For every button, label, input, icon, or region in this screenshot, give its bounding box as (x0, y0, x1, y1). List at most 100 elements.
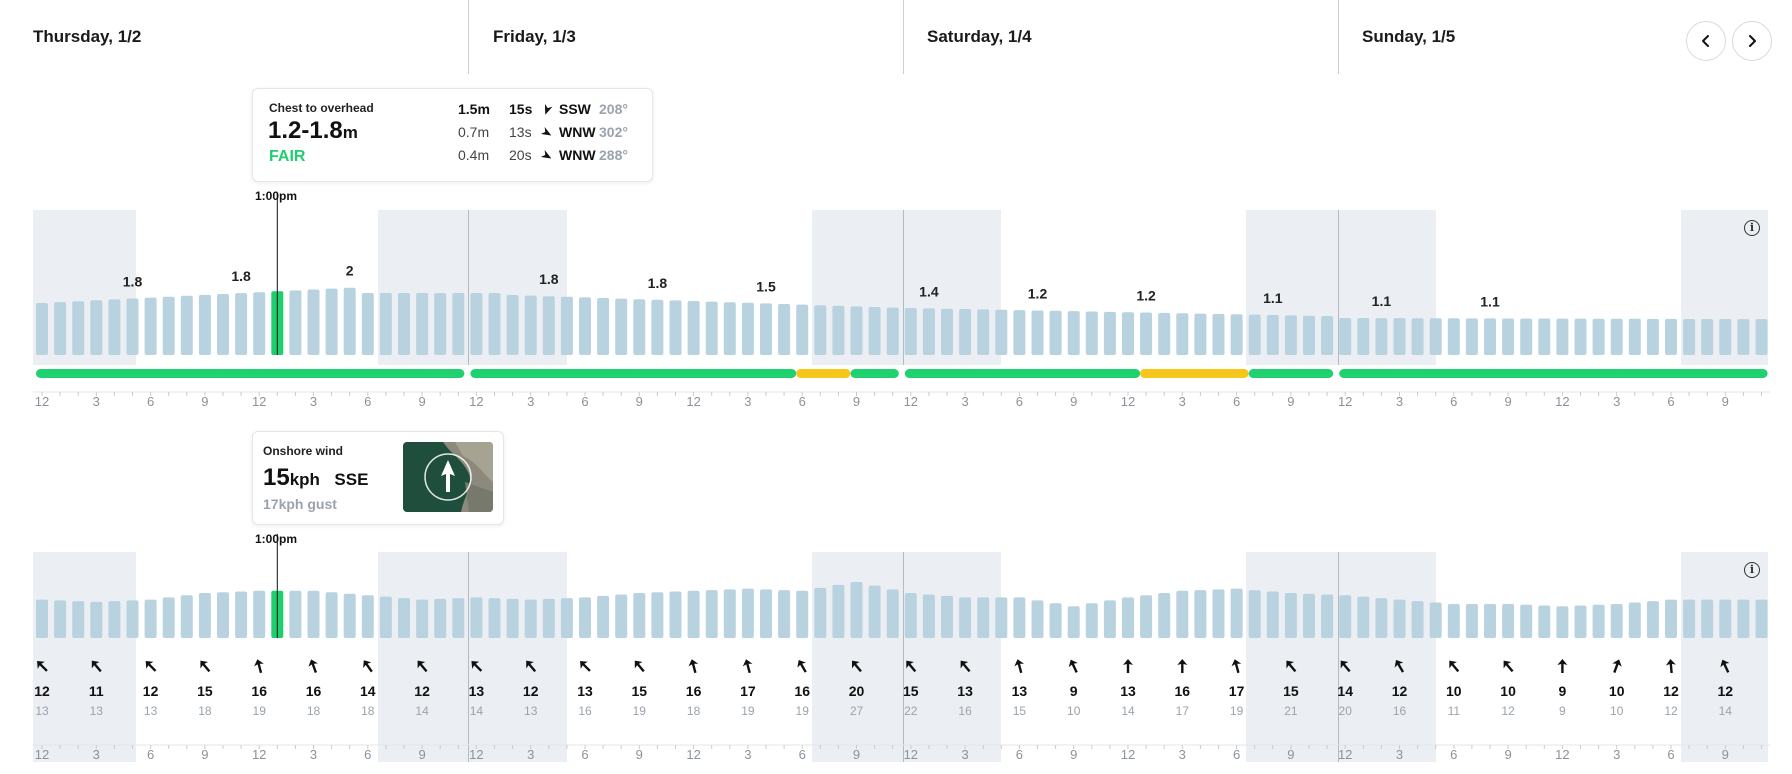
surf-bar (542, 296, 555, 355)
wind-speed-value: 20 (849, 683, 865, 699)
surf-bar (72, 301, 85, 355)
wind-speed-value: 12 (143, 683, 159, 699)
wind-bar (1484, 604, 1496, 638)
wind-gust-value: 14 (415, 704, 429, 718)
surf-peak-label: 1.2 (1136, 288, 1156, 304)
wind-bar (1465, 604, 1478, 638)
surf-bar (868, 307, 881, 355)
next-day-button[interactable] (1732, 21, 1772, 61)
arrow-shape (1231, 659, 1242, 674)
surf-peak-label: 1.8 (648, 275, 668, 291)
wind-bar (1701, 599, 1714, 638)
time-axis-label: 6 (364, 394, 371, 409)
swell-period: 20s (509, 147, 532, 163)
arrow-shape (526, 660, 537, 673)
wind-direction-arrow-icon (145, 661, 157, 672)
surf-bar (452, 293, 465, 355)
surf-bar (778, 304, 791, 355)
surf-bar (560, 296, 573, 355)
wind-speed-value: 10 (1500, 683, 1516, 699)
wind-bar (72, 601, 85, 638)
wind-speed-chart[interactable]: 12 13 11 13 12 13 15 18 16 19 16 18 14 18 12 14 13 14 12 13… (0, 520, 1792, 774)
wind-bar (1140, 595, 1153, 638)
swell-period: 13s (509, 124, 532, 140)
condition-segment-good (1339, 369, 1768, 378)
time-axis-label: 12 (686, 747, 700, 762)
surf-bar (669, 300, 682, 355)
time-axis-label: 12 (1121, 394, 1135, 409)
surf-peak-label: 1.1 (1372, 293, 1392, 309)
prev-day-button[interactable] (1686, 21, 1726, 61)
wind-bar (36, 599, 48, 638)
surf-bar (1303, 315, 1315, 355)
night-shading (378, 552, 567, 762)
wind-bar (416, 599, 429, 638)
wind-bar (1556, 606, 1569, 638)
time-axis-label: 6 (147, 394, 154, 409)
wind-speed-value: 13 (1012, 683, 1028, 699)
surf-bar (1375, 318, 1388, 355)
wind-direction-arrow-icon (417, 660, 428, 673)
time-axis-label: 6 (364, 747, 371, 762)
surf-peak-label: 1.8 (231, 268, 251, 284)
wind-direction-arrow-icon (441, 460, 455, 492)
surf-tooltip: Chest to overhead 1.2-1.8m FAIR 1.5m 15s S… (252, 88, 653, 182)
wind-speed-value: 16 (251, 683, 267, 699)
surf-peak-label: 1.4 (919, 283, 939, 299)
wind-gust-value: 12 (1664, 704, 1678, 718)
wind-gust-value: 18 (198, 704, 212, 718)
wind-bar (1628, 602, 1641, 638)
wind-speed-value: 16 (306, 683, 322, 699)
wind-speed-value: 10 (1446, 683, 1462, 699)
wind-speed-value: 15 (903, 683, 919, 699)
wind-bar (687, 590, 700, 638)
wind-speed-value: 12 (523, 683, 539, 699)
wind-gust-value: 21 (1284, 704, 1298, 718)
surf-bar (723, 302, 736, 355)
time-axis-label: 9 (1722, 394, 1729, 409)
wind-bar (1158, 593, 1171, 638)
wind-bar (1013, 597, 1026, 638)
wind-speed-value: 14 (360, 683, 376, 699)
wind-bar (1665, 599, 1677, 638)
arrow-shape (1068, 659, 1078, 673)
wind-gust-value: 22 (904, 704, 918, 718)
arrow-shape (852, 660, 862, 673)
wind-speed-value: 12 (414, 683, 430, 699)
wind-bar (1592, 604, 1605, 638)
surf-bar (1429, 318, 1442, 355)
surf-bar (741, 302, 754, 355)
wind-tooltip: Onshore wind 15kph SSE 17kph gust (252, 431, 504, 525)
wind-bar (850, 582, 863, 638)
wind-bar (307, 590, 320, 638)
wind-direction-arrow-icon (1503, 660, 1514, 673)
swell-direction-icon (544, 104, 553, 115)
surf-bar (1646, 318, 1659, 355)
time-axis-label: 9 (1287, 394, 1294, 409)
wind-bar (597, 595, 610, 638)
surf-bar (1538, 318, 1551, 355)
surf-bar (524, 295, 537, 355)
surf-bar (1357, 318, 1370, 355)
arrow-shape (1557, 659, 1568, 673)
wind-bar (90, 601, 103, 638)
time-axis-label: 6 (1233, 394, 1240, 409)
wind-bar (1683, 599, 1696, 638)
wind-bar (1122, 597, 1134, 638)
surf-bar (1140, 312, 1153, 355)
surf-bar (814, 305, 827, 355)
wind-bar (1194, 590, 1207, 638)
time-axis-label: 3 (1396, 747, 1403, 762)
night-shading (33, 210, 136, 365)
time-axis-label: 6 (1016, 394, 1023, 409)
time-axis-label: 12 (1338, 394, 1352, 409)
wind-gust-value: 17 (1176, 704, 1190, 718)
wind-speed-value: 12 (34, 683, 50, 699)
wind-bar (1339, 595, 1352, 638)
wind-speed-value: 17 (740, 683, 756, 699)
surf-peak-label: 1.8 (539, 271, 559, 287)
arrow-shape (1340, 660, 1351, 673)
surf-info-icon[interactable]: i (1744, 220, 1760, 236)
surf-height-chart[interactable]: 1.8 1.8 2 1.8 1.8 1.5 1.4 1.2 1.2 1.1 1.1 1.1 12 3 6 9 1… (0, 180, 1792, 420)
wind-info-icon[interactable]: i (1744, 562, 1760, 578)
